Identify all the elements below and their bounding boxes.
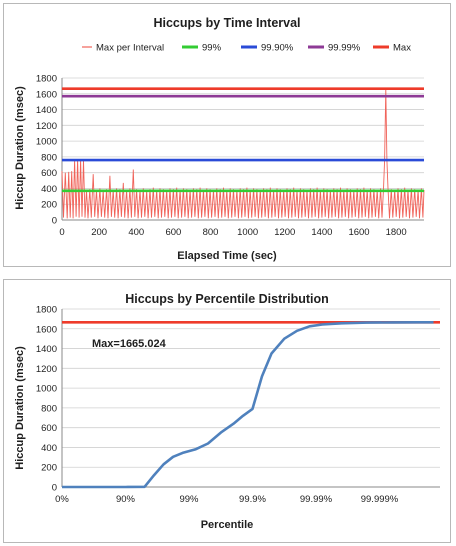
y-tick-label: 1600	[36, 324, 57, 335]
y-tick-label: 600	[41, 423, 57, 434]
x-tick-label: 99.999%	[361, 494, 399, 505]
x-tick-label: 99%	[179, 494, 199, 505]
y-tick-label: 800	[41, 152, 57, 163]
y-tick-label: 0	[52, 216, 57, 227]
y-tick-label: 200	[41, 200, 57, 211]
y-tick-label: 1400	[36, 105, 57, 116]
chart-title: Hiccups by Percentile Distribution	[125, 292, 329, 306]
y-tick-label: 1000	[36, 384, 57, 395]
y-tick-label: 1200	[36, 364, 57, 375]
y-tick-label: 1000	[36, 137, 57, 148]
time-interval-chart-panel: Hiccups by Time Interval 0 200 400 600 800 10…	[3, 3, 451, 267]
legend-label: 99%	[202, 43, 222, 54]
y-tick-label: 400	[41, 184, 57, 195]
legend-label: 99.90%	[261, 43, 294, 54]
x-tick-label: 200	[91, 227, 107, 238]
x-tick-label: 1800	[386, 227, 407, 238]
x-tick-label: 1600	[348, 227, 369, 238]
max-annotation: Max=1665.024	[92, 338, 167, 350]
y-tick-label: 800	[41, 403, 57, 414]
x-tick-label: 1000	[237, 227, 258, 238]
y-tick-label: 1800	[36, 305, 57, 316]
x-tick-label: 1200	[274, 227, 295, 238]
y-tick-label: 1600	[36, 89, 57, 100]
x-tick-label: 600	[165, 227, 181, 238]
y-axis-label: Hiccup Duration (msec)	[14, 346, 26, 470]
legend-label: Max per Interval	[96, 43, 164, 54]
x-axis-label: Percentile	[201, 519, 254, 531]
percentile-chart-panel: Hiccups by Percentile Distribution 0 200 4…	[3, 279, 451, 543]
x-tick-label: 800	[203, 227, 219, 238]
y-tick-label: 1400	[36, 344, 57, 355]
chart-title: Hiccups by Time Interval	[153, 16, 300, 30]
x-tick-label: 90%	[116, 494, 136, 505]
series-max-per-interval-line	[61, 88, 425, 219]
y-axis-label: Hiccup Duration (msec)	[14, 86, 26, 210]
x-tick-label: 0	[59, 227, 64, 238]
x-tick-label: 1400	[311, 227, 332, 238]
y-tick-label: 400	[41, 443, 57, 454]
percentile-chart: Hiccups by Percentile Distribution 0 200 4…	[14, 292, 440, 531]
y-tick-label: 0	[52, 483, 57, 494]
x-tick-label: 99.99%	[300, 494, 333, 505]
x-tick-label: 400	[128, 227, 144, 238]
x-tick-label: 99.9%	[239, 494, 266, 505]
y-tick-label: 1200	[36, 121, 57, 132]
time-interval-chart: Hiccups by Time Interval 0 200 400 600 800 10…	[14, 16, 425, 262]
x-tick-label: 0%	[55, 494, 69, 505]
y-tick-label: 200	[41, 463, 57, 474]
percentile-curve	[62, 321, 434, 489]
legend-label: 99.99%	[328, 43, 361, 54]
y-tick-label: 600	[41, 168, 57, 179]
legend-label: Max	[393, 43, 411, 54]
y-tick-label: 1800	[36, 74, 57, 85]
x-axis-label: Elapsed Time (sec)	[177, 250, 277, 262]
